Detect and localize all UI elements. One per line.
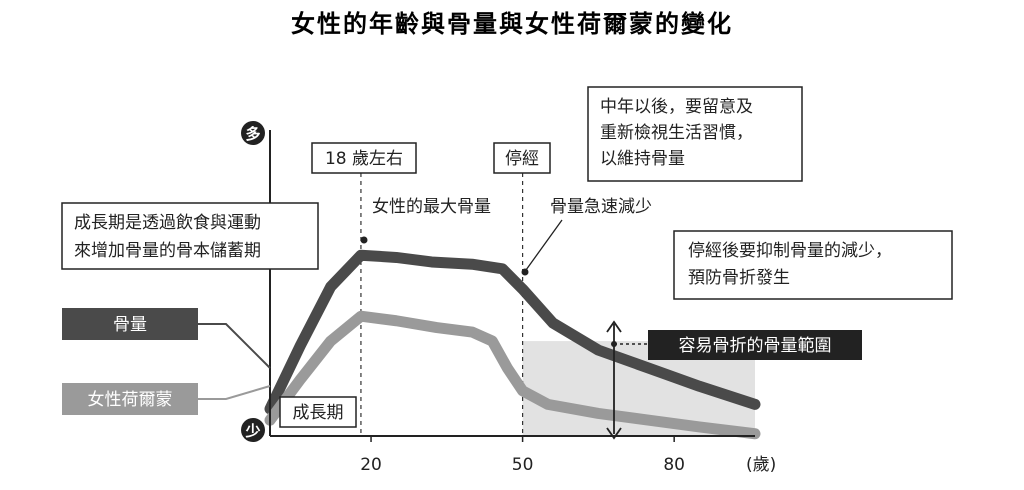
x-tick-label-1: 50 (512, 455, 534, 475)
fracture-range-dot (611, 341, 617, 347)
legend-hormone-leader (198, 385, 271, 400)
marker-box-menopause (493, 142, 551, 174)
chart-title: 女性的年齡與骨量與女性荷爾蒙的變化 (291, 10, 733, 38)
menopause-note-line-1: 停經後要抑制骨量的減少， (688, 241, 892, 261)
legend-bone-box (62, 308, 198, 340)
y-bottom-label: 少 (244, 422, 260, 440)
fracture-range-label-box (648, 330, 862, 360)
menopause-note-line-2: 預防骨折發生 (688, 268, 790, 288)
fracture-arrow-head-top (606, 320, 622, 333)
growth-period-box (279, 396, 357, 428)
fracture-arrow-head-bottom (606, 427, 622, 440)
peak-dot (360, 236, 368, 244)
x-tick-label-0: 20 (360, 455, 382, 475)
peak-label: 女性的最大骨量 (372, 197, 491, 217)
rapid-decrease-dot (521, 268, 529, 276)
middle-age-note-box (587, 86, 803, 182)
x-tick-label-2: 80 (663, 455, 685, 475)
growth-note-box (61, 202, 319, 270)
marker-box-18 (311, 142, 417, 174)
growth-note-line-1: 成長期是透過飲食與運動 (74, 213, 261, 233)
y-bottom-circle (241, 418, 265, 442)
legend-hormone-label: 女性荷爾蒙 (88, 390, 173, 410)
series-line-1 (264, 310, 761, 440)
fracture-range-label: 容易骨折的骨量範圍 (679, 336, 832, 356)
y-top-circle (241, 121, 265, 145)
middle-age-note-line-3: 以維持骨量 (600, 149, 685, 169)
growth-period-label: 成長期 (293, 403, 344, 423)
peak-label-bg (368, 194, 518, 218)
marker-label-18: 18 歲左右 (325, 149, 403, 169)
growth-note-line-2: 來增加骨量的骨本儲蓄期 (74, 241, 261, 261)
middle-age-note-line-2: 重新檢視生活習慣， (600, 123, 753, 143)
legend-bone-leader (198, 323, 271, 369)
x-unit-label: (歲) (746, 455, 776, 475)
rapid-decrease-leader (525, 219, 563, 271)
rapid-decrease-label: 骨量急速減少 (550, 197, 652, 217)
legend-bone-label: 骨量 (113, 315, 147, 335)
y-top-label: 多 (245, 125, 260, 143)
menopause-note-box (673, 230, 953, 300)
series-line-0 (264, 249, 761, 415)
middle-age-note-line-1: 中年以後，要留意及 (600, 97, 753, 117)
legend-hormone-box (62, 383, 198, 415)
marker-label-menopause: 停經 (505, 149, 539, 169)
